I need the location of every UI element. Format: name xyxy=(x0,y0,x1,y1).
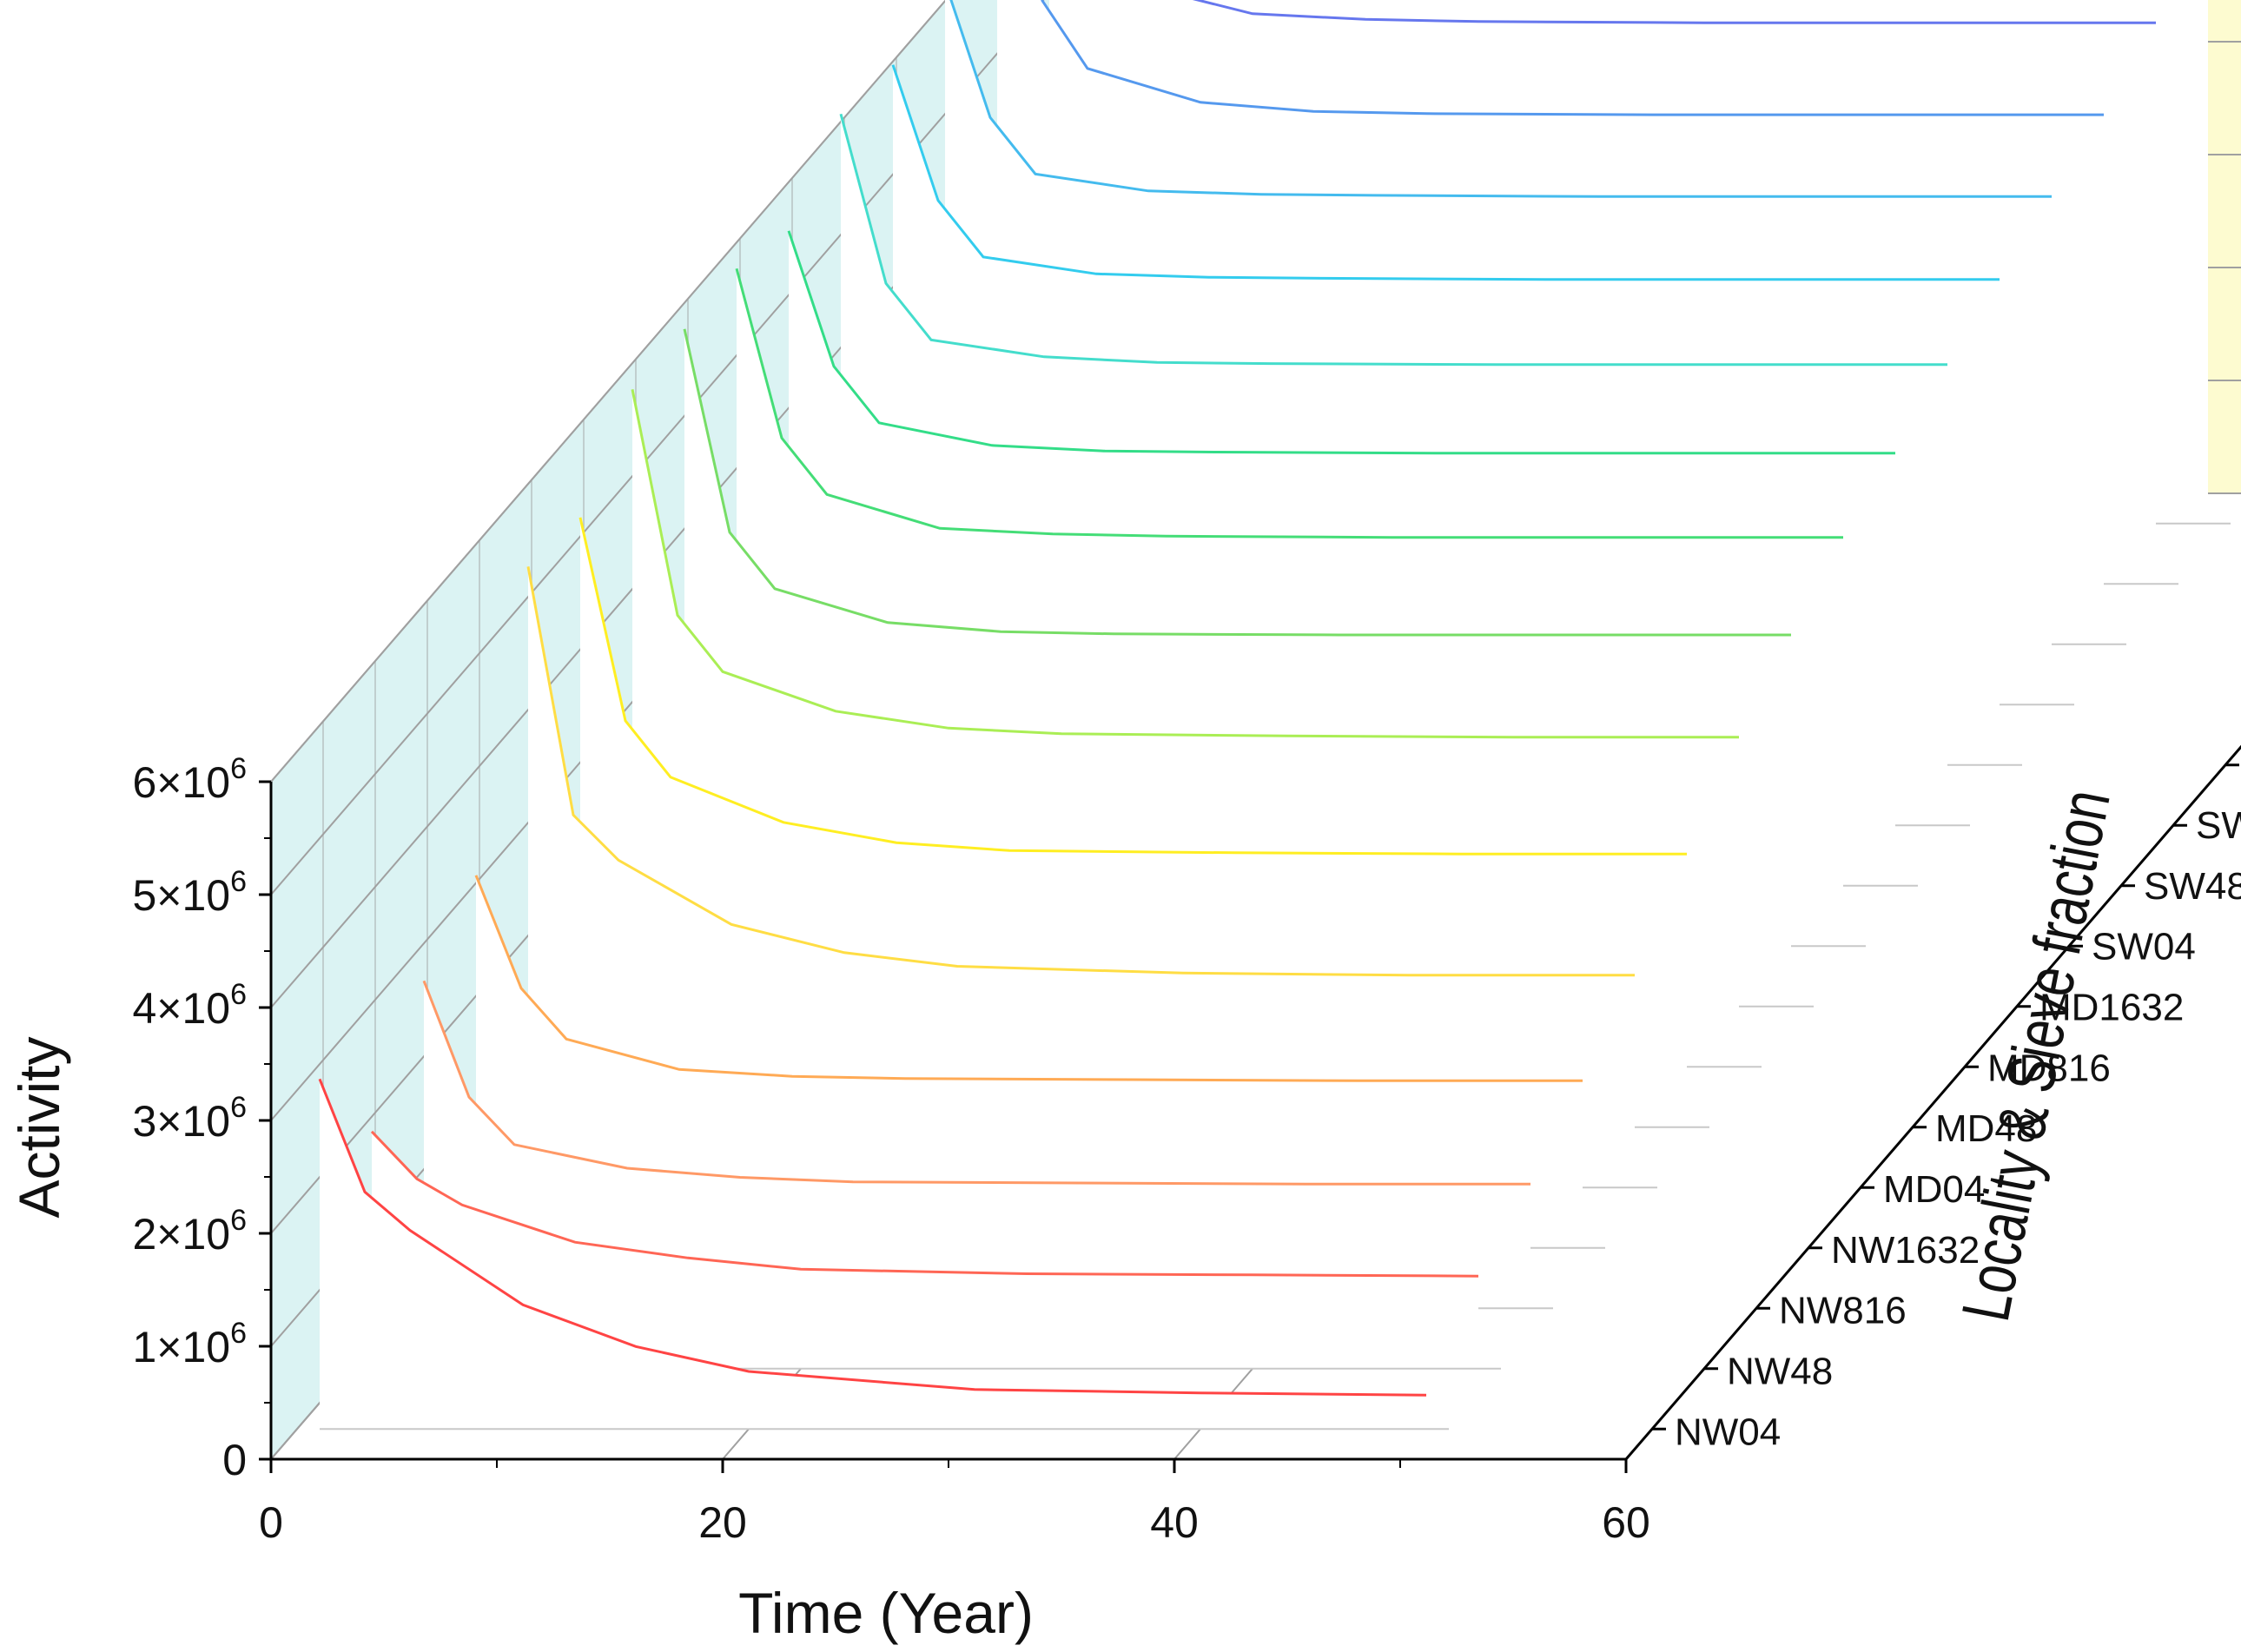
series-line xyxy=(370,1130,1479,1278)
y-tick-label: 6×106 xyxy=(132,752,247,807)
y-tick-exponent: 6 xyxy=(230,1204,247,1237)
y-tick-label: 3×106 xyxy=(132,1091,247,1146)
x-axis-title: Time (Year) xyxy=(738,1581,1034,1645)
y-tick-exponent: 6 xyxy=(230,752,247,785)
series-line xyxy=(735,268,1843,539)
series-line xyxy=(1041,0,2104,116)
y-tick-exponent: 6 xyxy=(230,978,247,1011)
y-tick-exponent: 6 xyxy=(230,1091,247,1124)
y-tick-label: 5×106 xyxy=(132,865,247,920)
series-line xyxy=(787,230,1895,455)
y-tick-label: 4×106 xyxy=(132,978,247,1033)
y-tick-label: 2×106 xyxy=(132,1204,247,1259)
category-label: MD816 xyxy=(1987,1047,2111,1089)
series-fill xyxy=(528,566,1635,1188)
series-group xyxy=(318,0,2231,1431)
series-line xyxy=(1192,0,2156,24)
series-line xyxy=(422,980,1530,1186)
category-label: SW48 xyxy=(2144,865,2241,908)
series-fill xyxy=(424,981,1530,1309)
x-tick-label: 40 xyxy=(1150,1498,1199,1547)
depth-axis-line xyxy=(1624,744,2241,1460)
x-tick-label: 60 xyxy=(1602,1498,1650,1547)
series-NW04 xyxy=(318,1078,1449,1431)
x-tick-label: 0 xyxy=(259,1498,283,1547)
series-line xyxy=(631,389,1739,739)
series-fill xyxy=(476,875,1583,1248)
y-tick-exponent: 6 xyxy=(230,865,247,898)
series-line xyxy=(474,875,1583,1082)
category-label: NW816 xyxy=(1779,1290,1907,1332)
y-tick-label: 0 xyxy=(222,1436,247,1484)
series-line xyxy=(683,328,1791,637)
series-line xyxy=(891,64,2000,281)
series-fill xyxy=(372,1131,1478,1369)
category-label: NW48 xyxy=(1727,1350,1833,1392)
y-tick-exponent: 6 xyxy=(230,1317,247,1350)
axes: 0 1×106 2×106 3×106 4×106 5×106 6×106 0 20 40 60 NW… xyxy=(132,744,2241,1547)
y-axis-title: Activity xyxy=(7,1036,71,1218)
category-label: SW816 xyxy=(2196,804,2241,847)
category-label: NW04 xyxy=(1675,1411,1781,1453)
x-tick-label: 20 xyxy=(698,1498,747,1547)
category-label: MD1632 xyxy=(2039,986,2184,1028)
series-line xyxy=(526,566,1635,977)
category-label: MD48 xyxy=(1935,1107,2037,1150)
gridline-y xyxy=(270,0,1045,895)
series-line xyxy=(578,517,1687,856)
gridline-y xyxy=(270,0,948,783)
category-label: SW04 xyxy=(2092,926,2196,968)
series-line xyxy=(318,1078,1427,1397)
y-tick-label: 1×106 xyxy=(132,1317,247,1371)
category-label: MD04 xyxy=(1883,1168,1985,1211)
series-line xyxy=(949,0,2052,198)
series-fill xyxy=(320,1079,1426,1430)
series-line xyxy=(839,113,1947,367)
category-label: NW1632 xyxy=(1831,1229,1980,1272)
